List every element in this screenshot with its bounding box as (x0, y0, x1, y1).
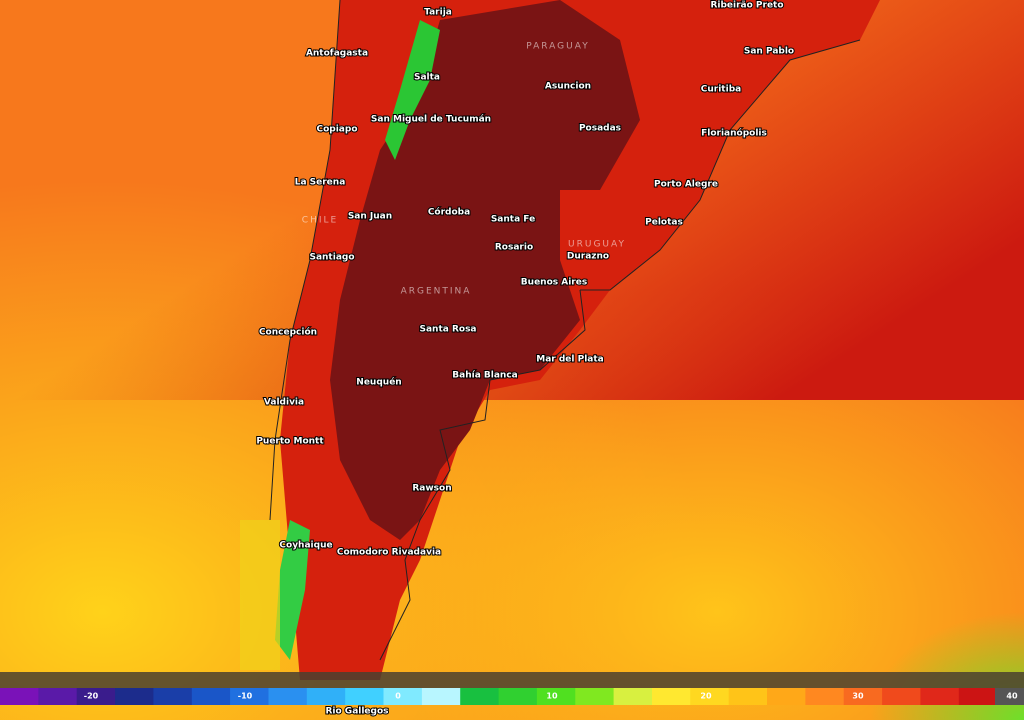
city-label: Buenos Aires (521, 278, 587, 288)
coastline (269, 0, 341, 521)
cool-andes (385, 20, 440, 160)
city-label: Asuncion (545, 82, 591, 92)
city-label: Rosario (495, 243, 533, 253)
city-label: Mar del Plata (536, 355, 604, 365)
legend-swatch (920, 688, 960, 705)
labels: PARAGUAY CHILE URUGUAY ARGENTINA Tarija Ribei… (255, 0, 795, 718)
city-label: Antofagasta (306, 49, 368, 59)
city-label: Rawson (412, 484, 451, 494)
city-label: Copiapo (316, 125, 357, 135)
legend-swatch (690, 688, 730, 705)
city-label: Concepción (259, 327, 317, 338)
city-label: Bahía Blanca (452, 371, 517, 381)
city-label: Santiago (309, 253, 354, 263)
legend-swatch (153, 688, 193, 705)
legend-swatch (536, 688, 576, 705)
city-label: San Miguel de Tucumán (371, 115, 491, 125)
city-label: San Juan (348, 212, 392, 222)
coastline (580, 39, 861, 291)
legend-swatch (268, 688, 308, 705)
city-label: Puerto Montt (256, 437, 324, 447)
city-label: Durazno (567, 252, 609, 262)
coastline (379, 289, 586, 661)
city-label: Comodoro Rivadavia (337, 548, 441, 558)
cool-andes (275, 520, 310, 660)
city-label: San Pablo (744, 47, 794, 57)
country-label: URUGUAY (568, 240, 626, 250)
legend-swatch (995, 688, 1024, 705)
legend-swatch (843, 688, 883, 705)
legend-label: 0 (395, 692, 401, 701)
city-label: Ribeirão Preto (710, 1, 783, 11)
legend: -20 -10 0 10 20 30 40 (0, 688, 1024, 705)
city-label: Tarija (424, 8, 452, 18)
city-label: Córdoba (428, 207, 470, 218)
city-label: Neuquén (356, 377, 401, 388)
legend-label: -10 (238, 692, 253, 701)
city-label: Coyhaique (279, 541, 332, 551)
legend-label: -20 (84, 692, 99, 701)
city-label: Santa Rosa (419, 325, 476, 335)
country-label: PARAGUAY (526, 42, 589, 52)
archipelago (240, 520, 280, 670)
legend-swatch (805, 688, 845, 705)
legend-swatch (38, 688, 78, 705)
city-label: Posadas (579, 124, 621, 134)
country-label: ARGENTINA (401, 287, 472, 297)
city-label: La Serena (295, 178, 346, 188)
city-label: Pelotas (645, 218, 683, 228)
country-label: CHILE (302, 216, 338, 226)
legend-swatch (498, 688, 538, 705)
legend-label: 20 (700, 692, 712, 701)
land-hottest (330, 0, 640, 540)
legend-swatch (76, 688, 116, 705)
legend-label: 40 (1006, 692, 1018, 701)
city-label: Rio Gallegos (325, 707, 388, 717)
legend-label: 30 (852, 692, 864, 701)
city-label: Santa Fe (491, 215, 535, 225)
legend-swatch (728, 688, 768, 705)
legend-swatch (575, 688, 615, 705)
legend-swatch (115, 688, 154, 705)
city-label: Valdivia (264, 398, 304, 408)
legend-swatch (306, 688, 346, 705)
legend-swatch (191, 688, 231, 705)
city-label: Curitiba (701, 85, 741, 95)
legend-swatch (460, 688, 500, 705)
legend-label: 10 (546, 692, 558, 701)
legend-swatch (0, 688, 39, 705)
legend-swatch (230, 688, 269, 705)
legend-swatch (767, 688, 806, 705)
legend-swatch (383, 688, 423, 705)
legend-swatch (613, 688, 653, 705)
legend-strip (0, 672, 1024, 688)
city-label: Salta (414, 73, 440, 83)
city-label: Porto Alegre (654, 180, 718, 190)
city-label: Florianópolis (701, 128, 767, 139)
legend-swatch (958, 688, 998, 705)
legend-swatch (345, 688, 385, 705)
legend-swatch (421, 688, 461, 705)
legend-swatch (652, 688, 691, 705)
legend-swatch (882, 688, 921, 705)
